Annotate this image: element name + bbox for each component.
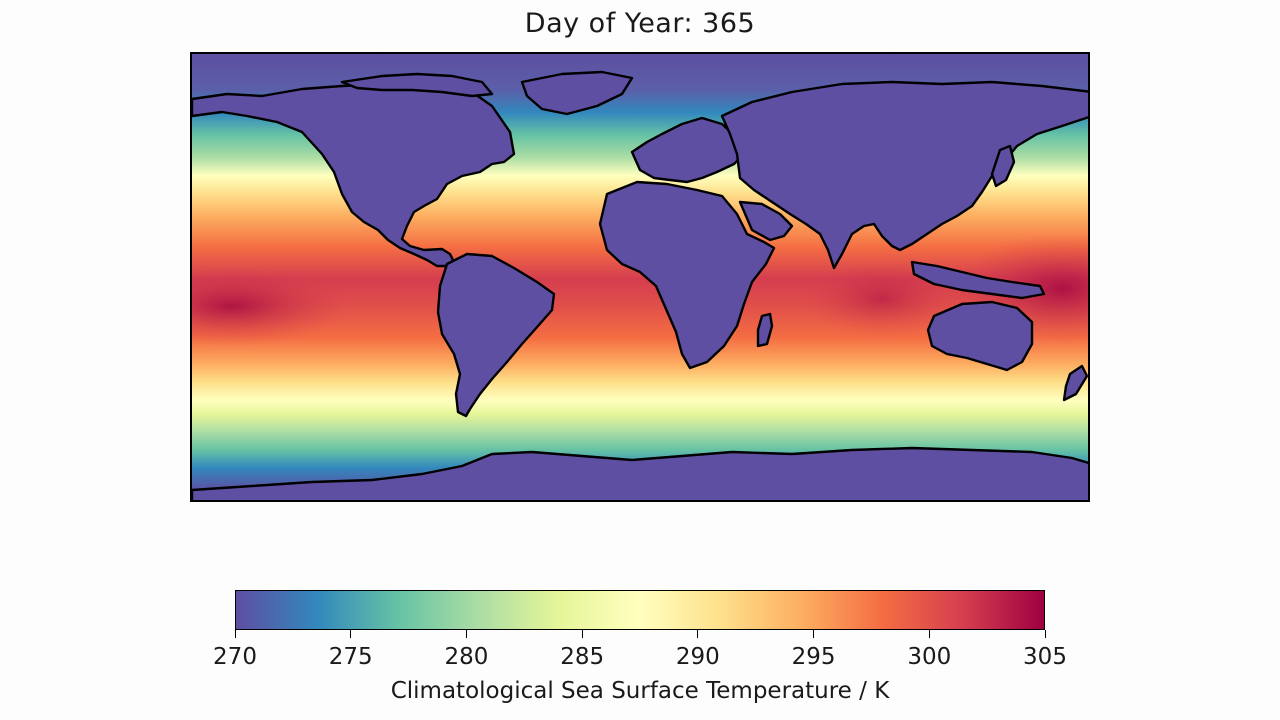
colorbar-tick-label: 280 — [444, 644, 489, 670]
map-title: Day of Year: 365 — [524, 8, 756, 39]
colorbar-tick — [350, 630, 352, 638]
arctic-islands-land — [340, 72, 494, 98]
colorbar-tick-label: 295 — [791, 644, 836, 670]
antarctica-land — [192, 446, 1088, 500]
colorbar-tick-label: 300 — [907, 644, 952, 670]
asia-land — [720, 80, 1088, 270]
sst-map — [190, 52, 1090, 502]
southeast-asia-islands-land — [910, 260, 1046, 300]
africa-land — [598, 180, 776, 370]
australia-land — [926, 300, 1034, 372]
colorbar-tick — [465, 630, 467, 638]
warm-pool-east-pacific — [192, 266, 352, 346]
colorbar-tick-label: 285 — [560, 644, 605, 670]
sst-map-svg — [192, 54, 1088, 500]
south-america-land — [436, 252, 556, 418]
colorbar-tick — [581, 630, 583, 638]
colorbar-tick-label: 305 — [1023, 644, 1067, 670]
land-masses — [192, 70, 1088, 500]
colorbar-tick-label: 270 — [213, 644, 257, 670]
colorbar-tick-label: 275 — [328, 644, 373, 670]
japan-land — [990, 144, 1016, 188]
madagascar-land — [756, 312, 774, 348]
colorbar-tick — [928, 630, 930, 638]
greenland-land — [520, 70, 634, 116]
arabia-land — [738, 200, 794, 242]
colorbar-tick — [234, 630, 236, 638]
colorbar-tick — [697, 630, 699, 638]
new-zealand-land — [1062, 364, 1088, 402]
colorbar-tick — [1044, 630, 1046, 638]
colorbar-tick — [813, 630, 815, 638]
colorbar — [235, 590, 1045, 630]
colorbar-tick-label: 290 — [675, 644, 720, 670]
colorbar-label: Climatological Sea Surface Temperature /… — [390, 678, 890, 704]
